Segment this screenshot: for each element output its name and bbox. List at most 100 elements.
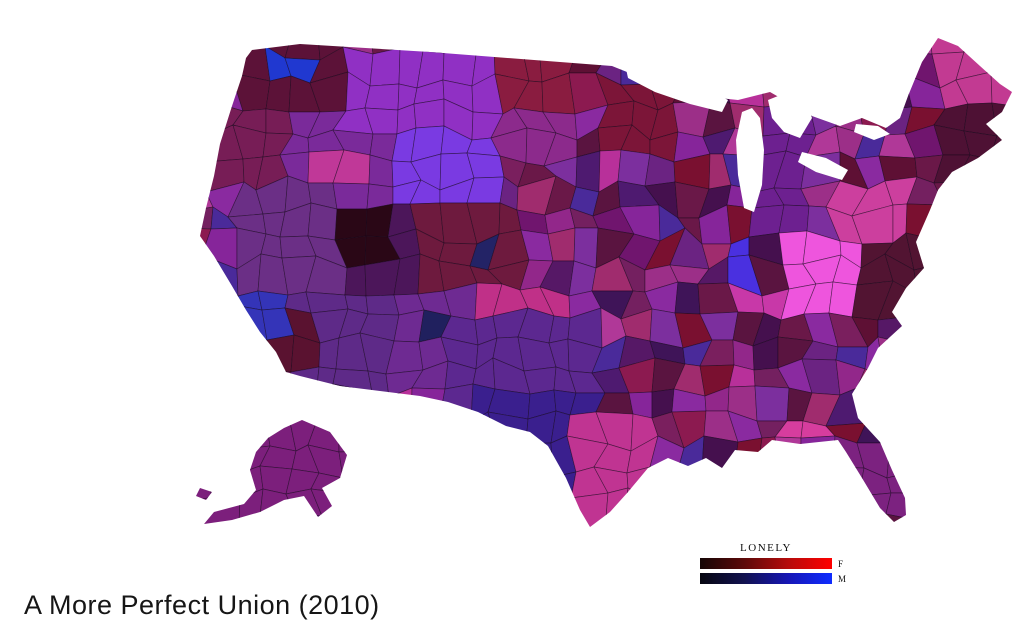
- great-lake: [798, 152, 848, 180]
- district-cell: [914, 38, 933, 55]
- district-cell: [855, 38, 892, 59]
- district-cell: [917, 469, 937, 501]
- district-cell: [436, 515, 478, 527]
- district-cell: [883, 362, 918, 400]
- district-cell: [981, 283, 1012, 313]
- district-cell: [284, 38, 321, 61]
- district-cell: [733, 437, 763, 479]
- district-cell: [877, 336, 905, 375]
- district-cell: [955, 181, 996, 209]
- district-cell: [203, 291, 240, 320]
- district-cell: [364, 83, 400, 111]
- district-cell: [889, 73, 913, 110]
- district-cell: [645, 518, 685, 527]
- district-cell: [806, 80, 839, 114]
- district-cell: [227, 38, 268, 54]
- legend-label-female: F: [838, 558, 844, 569]
- district-cell: [344, 264, 367, 297]
- district-cell: [513, 38, 556, 60]
- district-cell: [413, 98, 445, 129]
- district-cell: [568, 492, 609, 527]
- district-cell: [835, 38, 858, 59]
- district-cell: [934, 470, 966, 504]
- district-cell: [196, 74, 213, 113]
- district-cell: [913, 264, 937, 295]
- district-cell: [934, 253, 973, 294]
- district-cell: [1014, 77, 1023, 107]
- district-cell: [778, 230, 808, 266]
- district-cell: [265, 75, 292, 113]
- district-cell: [196, 417, 208, 452]
- district-cell: [800, 435, 836, 477]
- district-cell: [388, 387, 413, 427]
- district-cell: [363, 497, 396, 524]
- district-cell: [960, 386, 998, 420]
- district-cell: [602, 514, 630, 527]
- district-cell: [228, 336, 268, 372]
- district-cell: [365, 294, 400, 316]
- district-cell: [623, 514, 652, 527]
- district-cell: [196, 467, 213, 504]
- district-cell: [196, 254, 217, 293]
- district-cell: [700, 469, 735, 499]
- district-cell: [959, 440, 992, 479]
- district-cell: [931, 238, 973, 266]
- district-cell: [497, 443, 528, 477]
- district-cell: [983, 266, 1011, 294]
- district-cell: [369, 38, 401, 55]
- district-cell: [196, 50, 219, 83]
- district-cell: [929, 280, 971, 317]
- district-cell: [204, 417, 243, 451]
- district-cell: [648, 38, 680, 62]
- district-cell: [498, 470, 531, 499]
- district-cell: [990, 52, 1012, 83]
- district-cell: [1016, 339, 1023, 372]
- district-cell: [202, 305, 240, 342]
- district-cell: [196, 227, 212, 271]
- district-cell: [961, 38, 996, 54]
- great-lake: [625, 64, 728, 112]
- district-cell: [800, 466, 842, 500]
- district-cell: [526, 470, 554, 502]
- district-cell: [196, 38, 219, 61]
- district-cell: [391, 420, 427, 448]
- district-cell: [996, 357, 1012, 396]
- district-cell: [1016, 415, 1023, 449]
- district-cell: [695, 45, 731, 85]
- district-cell: [878, 155, 918, 182]
- district-cell: [446, 445, 473, 477]
- district-cell: [333, 516, 369, 527]
- district-cell: [886, 442, 921, 479]
- district-cell: [196, 340, 215, 369]
- district-cell: [989, 414, 1012, 453]
- district-cell: [363, 391, 393, 424]
- district-cell: [516, 496, 556, 527]
- district-cell: [933, 181, 960, 209]
- district-cell: [1009, 160, 1012, 181]
- district-cell: [523, 366, 557, 395]
- district-cell: [934, 440, 966, 479]
- district-cell: [802, 38, 838, 59]
- district-cell: [833, 515, 858, 527]
- district-cell: [369, 47, 401, 87]
- district-cell: [754, 385, 790, 422]
- district-cell: [938, 524, 969, 527]
- district-cell: [264, 334, 295, 373]
- district-cell: [410, 416, 448, 447]
- district-cell: [228, 363, 266, 389]
- district-cell: [471, 515, 500, 527]
- district-cell: [264, 384, 291, 421]
- district-cell: [832, 56, 866, 82]
- district-cell: [410, 387, 446, 427]
- district-cell: [420, 475, 449, 499]
- district-cell: [1015, 443, 1023, 478]
- district-cell: [227, 45, 271, 82]
- district-cell: [964, 253, 992, 294]
- district-cell: [567, 38, 607, 58]
- district-cell: [487, 513, 520, 527]
- district-cell: [780, 475, 808, 500]
- district-cell: [803, 488, 842, 517]
- district-cell: [392, 438, 427, 478]
- district-cell: [645, 501, 683, 523]
